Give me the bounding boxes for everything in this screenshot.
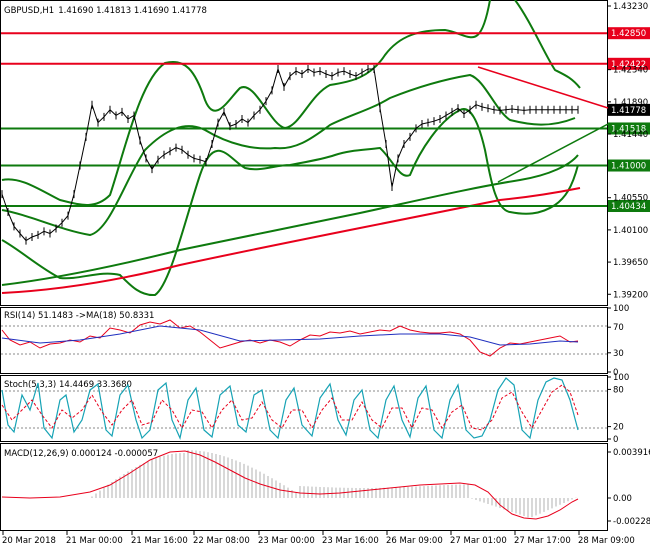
x-axis: 20 Mar 2018 21 Mar 00:00 21 Mar 16:00 22 Ma… [2,531,635,546]
trendline-red [477,66,609,109]
x-tick-label: 20 Mar 2018 [2,536,56,546]
price-panel-frame [0,0,608,306]
bollinger-upper-band-2 [514,0,581,89]
rsi-label: RSI(14) 51.1483 ->MA(18) 50.8331 [4,311,154,321]
price-indicators [1,0,609,297]
moving-average-red [1,187,581,294]
chart-header: GBPUSD,H1 1.41690 1.41813 1.41690 1.41778 [4,6,207,16]
bollinger-upper-band [1,0,491,206]
last-price-tag [608,103,650,116]
stoch-k-line [1,377,579,440]
price-axis: 1.43230 1.42340 1.41890 1.41440 1.40550 1.401… [607,2,648,300]
macd-panel-frame [0,443,608,531]
symbol-label: GBPUSD,H1 [4,6,54,16]
x-tick-label: 27 Mar 01:00 [450,536,507,546]
levels-layer: 1.42850 1.42422 1.41518 1.41000 1.40434 1.417… [1,27,650,213]
bollinger-middle-band [1,73,576,237]
x-tick-label: 26 Mar 09:00 [386,536,443,546]
level-tag [608,27,650,40]
trendline-green [497,123,609,183]
level-tag-label: 1.41000 [611,162,646,172]
axis-tick-label: 70 [613,323,624,333]
stoch-axis: 100 80 20 0 [607,373,629,445]
price-tick-label: 1.39200 [613,290,648,300]
x-tick-label: 23 Mar 16:00 [322,536,379,546]
moving-average-green [1,154,579,286]
rsi-axis: 100 70 30 0 [607,304,629,378]
x-tick-label: 28 Mar 09:00 [578,536,635,546]
macd-label: MACD(12,26,9) 0.000124 -0.000057 [4,449,158,459]
x-tick-label: 21 Mar 16:00 [131,536,188,546]
axis-tick-label: 0.00 [613,494,632,504]
macd-histogram [91,450,577,518]
stoch-panel-frame [0,375,608,442]
stoch-label: Stoch(5,3,3) 14.4469 33.3680 [4,380,132,390]
axis-tick-label: 0.003916 [613,448,650,458]
price-tick-label: 1.42340 [613,66,648,76]
panel-frames [0,0,608,531]
last-price-label: 1.41778 [611,106,646,116]
price-tick-label: 1.39650 [613,258,648,268]
price-tick-label: 1.40100 [613,226,648,236]
x-tick-label: 22 Mar 08:00 [193,536,250,546]
level-tag-label: 1.40434 [611,202,646,212]
rsi-line [1,319,579,357]
price-tick-label: 1.41440 [613,130,648,140]
bollinger-lower-band [1,108,579,297]
price-tick-label: 1.43230 [613,2,648,12]
stoch-panel: Stoch(5,3,3) 14.4469 33.3680 [1,377,607,440]
ohlc-header: 1.41690 1.41813 1.41690 1.41778 [58,6,207,16]
axis-tick-label: 100 [613,304,629,314]
axis-tick-label: 20 [613,423,624,433]
level-tag-label: 1.42850 [611,29,646,39]
x-tick-label: 21 Mar 00:00 [66,536,123,546]
axis-tick-label: 0 [613,368,618,378]
price-layer [1,64,579,245]
axis-tick-label: 100 [613,373,629,383]
rsi-panel-frame [0,307,608,374]
macd-panel: MACD(12,26,9) 0.000124 -0.000057 [1,449,579,520]
axis-tick-label: 80 [613,385,624,395]
level-tag [608,57,650,70]
level-tag [608,122,650,135]
price-close-line [1,67,578,242]
x-tick-label: 23 Mar 00:00 [258,536,315,546]
level-tag-label: 1.42422 [611,60,646,70]
level-tag-label: 1.41518 [611,124,646,134]
macd-axis: 0.003916 0.00 -0.002283 [607,448,650,527]
axis-tick-label: 30 [613,349,624,359]
x-tick-label: 27 Mar 17:00 [514,536,571,546]
axis-tick-label: -0.002283 [613,517,650,527]
price-tick-label: 1.40550 [613,194,648,204]
level-tag [608,159,650,172]
macd-signal-line [1,450,579,520]
stoch-d-line [1,384,579,431]
price-tick-label: 1.41890 [613,98,648,108]
rsi-panel: RSI(14) 51.1483 ->MA(18) 50.8331 [1,311,607,357]
level-tag [608,200,650,213]
axis-tick-label: 0 [613,435,618,445]
rsi-ma-line [1,325,579,346]
